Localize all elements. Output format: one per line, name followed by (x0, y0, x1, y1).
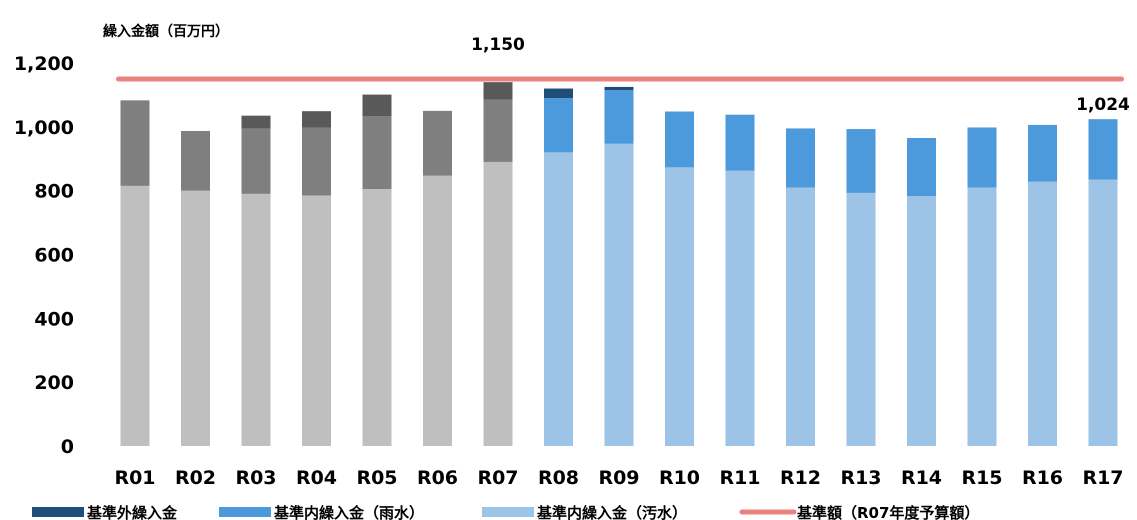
x-tick-label-r02: R02 (175, 467, 216, 489)
legend-label-0: 基準外繰入金 (86, 504, 178, 520)
bar-segment-r13-s1 (846, 129, 876, 193)
bar-segment-r16-s1 (1028, 124, 1057, 182)
y-tick-label: 1,200 (14, 53, 74, 75)
y-axis-unit-label: 繰入金額（百万円） (103, 23, 229, 40)
x-tick-label-r01: R01 (114, 467, 155, 489)
bar-segment-r07-s5 (483, 82, 513, 100)
bar-segment-r07-s4 (483, 99, 513, 162)
x-tick-label-r13: R13 (840, 467, 881, 489)
x-tick-label-r09: R09 (598, 467, 639, 489)
x-tick-label-r04: R04 (296, 467, 337, 489)
x-tick-label-r14: R14 (901, 467, 942, 489)
x-tick-label-r03: R03 (235, 467, 276, 489)
bar-segment-r04-s4 (302, 127, 331, 196)
bar-segment-r10-s0 (665, 167, 694, 446)
bar-segment-r01-s3 (120, 185, 150, 447)
bar-segment-r05-s5 (362, 94, 392, 117)
x-tick-label-r16: R16 (1022, 467, 1063, 489)
y-tick-label: 800 (34, 181, 74, 203)
data-label-r17: 1,024 (1076, 95, 1130, 115)
bar-segment-r03-s4 (241, 128, 271, 194)
legend-swatch-1 (219, 507, 271, 517)
x-tick-label-r17: R17 (1082, 467, 1123, 489)
bar-segment-r16-s0 (1028, 181, 1057, 447)
y-tick-label: 200 (34, 372, 74, 394)
bar-segment-r02-s4 (181, 130, 210, 191)
x-tick-label-r07: R07 (477, 467, 518, 489)
bar-segment-r15-s0 (967, 187, 997, 446)
legend-label-3: 基準額（R07年度予算額） (796, 504, 979, 520)
bar-segment-r15-s1 (967, 127, 997, 188)
y-tick-label: 600 (34, 245, 74, 267)
data-label-r07: 1,150 (471, 35, 525, 55)
bar-segment-r08-s1 (544, 98, 573, 153)
bar-segment-r07-s3 (483, 161, 513, 447)
bar-segment-r10-s1 (665, 111, 694, 168)
y-tick-label: 400 (34, 308, 74, 330)
bar-segment-r08-s0 (544, 152, 573, 446)
bar-segment-r12-s1 (786, 128, 815, 188)
bar-segment-r06-s3 (423, 175, 452, 446)
bar-segment-r09-s0 (604, 143, 634, 447)
data-labels: 1,150 1,024 (471, 35, 1130, 115)
bar-segment-r06-s4 (423, 110, 452, 176)
bar-segment-r01-s4 (120, 100, 150, 186)
bar-segment-r09-s2 (604, 86, 634, 91)
x-tick-label-r12: R12 (780, 467, 821, 489)
bar-segment-r14-s0 (907, 196, 936, 446)
x-tick-label-r08: R08 (538, 467, 579, 489)
y-axis-ticks: 0 200 400 600 800 1,000 1,200 (14, 53, 74, 458)
x-tick-label-r11: R11 (719, 467, 760, 489)
bar-segment-r08-s2 (544, 88, 573, 99)
bar-segment-r11-s1 (725, 114, 755, 171)
bar-segment-r17-s1 (1088, 119, 1118, 180)
legend-label-1: 基準内繰入金（雨水） (273, 504, 424, 520)
bar-segment-r13-s0 (846, 192, 876, 446)
bar-segment-r09-s1 (604, 90, 634, 144)
legend-swatch-0 (32, 507, 84, 517)
y-tick-label: 1,000 (14, 117, 74, 139)
legend: 基準外繰入金 基準内繰入金（雨水） 基準内繰入金（汚水） 基準額（R07年度予算額） (32, 504, 979, 520)
bar-segment-r03-s3 (241, 193, 271, 446)
bars (120, 82, 1118, 447)
legend-label-2: 基準内繰入金（汚水） (536, 504, 687, 520)
x-tick-label-r10: R10 (659, 467, 700, 489)
bar-segment-r04-s5 (302, 111, 331, 128)
bar-segment-r05-s4 (362, 116, 392, 190)
bar-segment-r12-s0 (786, 187, 815, 446)
y-tick-label: 0 (61, 436, 74, 458)
x-tick-label-r06: R06 (417, 467, 458, 489)
bar-segment-r05-s3 (362, 189, 392, 446)
bar-segment-r14-s1 (907, 138, 936, 197)
bar-segment-r04-s3 (302, 195, 331, 446)
x-tick-label-r05: R05 (356, 467, 397, 489)
legend-swatch-2 (482, 507, 534, 517)
bar-segment-r03-s5 (241, 115, 271, 129)
bar-segment-r17-s0 (1088, 179, 1118, 446)
bar-segment-r11-s0 (725, 170, 755, 446)
bar-segment-r02-s3 (181, 190, 210, 446)
x-tick-label-r15: R15 (961, 467, 1002, 489)
x-axis-ticks: R01 R02 R03 R04 R05 R06 R07 R08 R09 R10 R11 R12 R13 R… (114, 467, 1123, 489)
